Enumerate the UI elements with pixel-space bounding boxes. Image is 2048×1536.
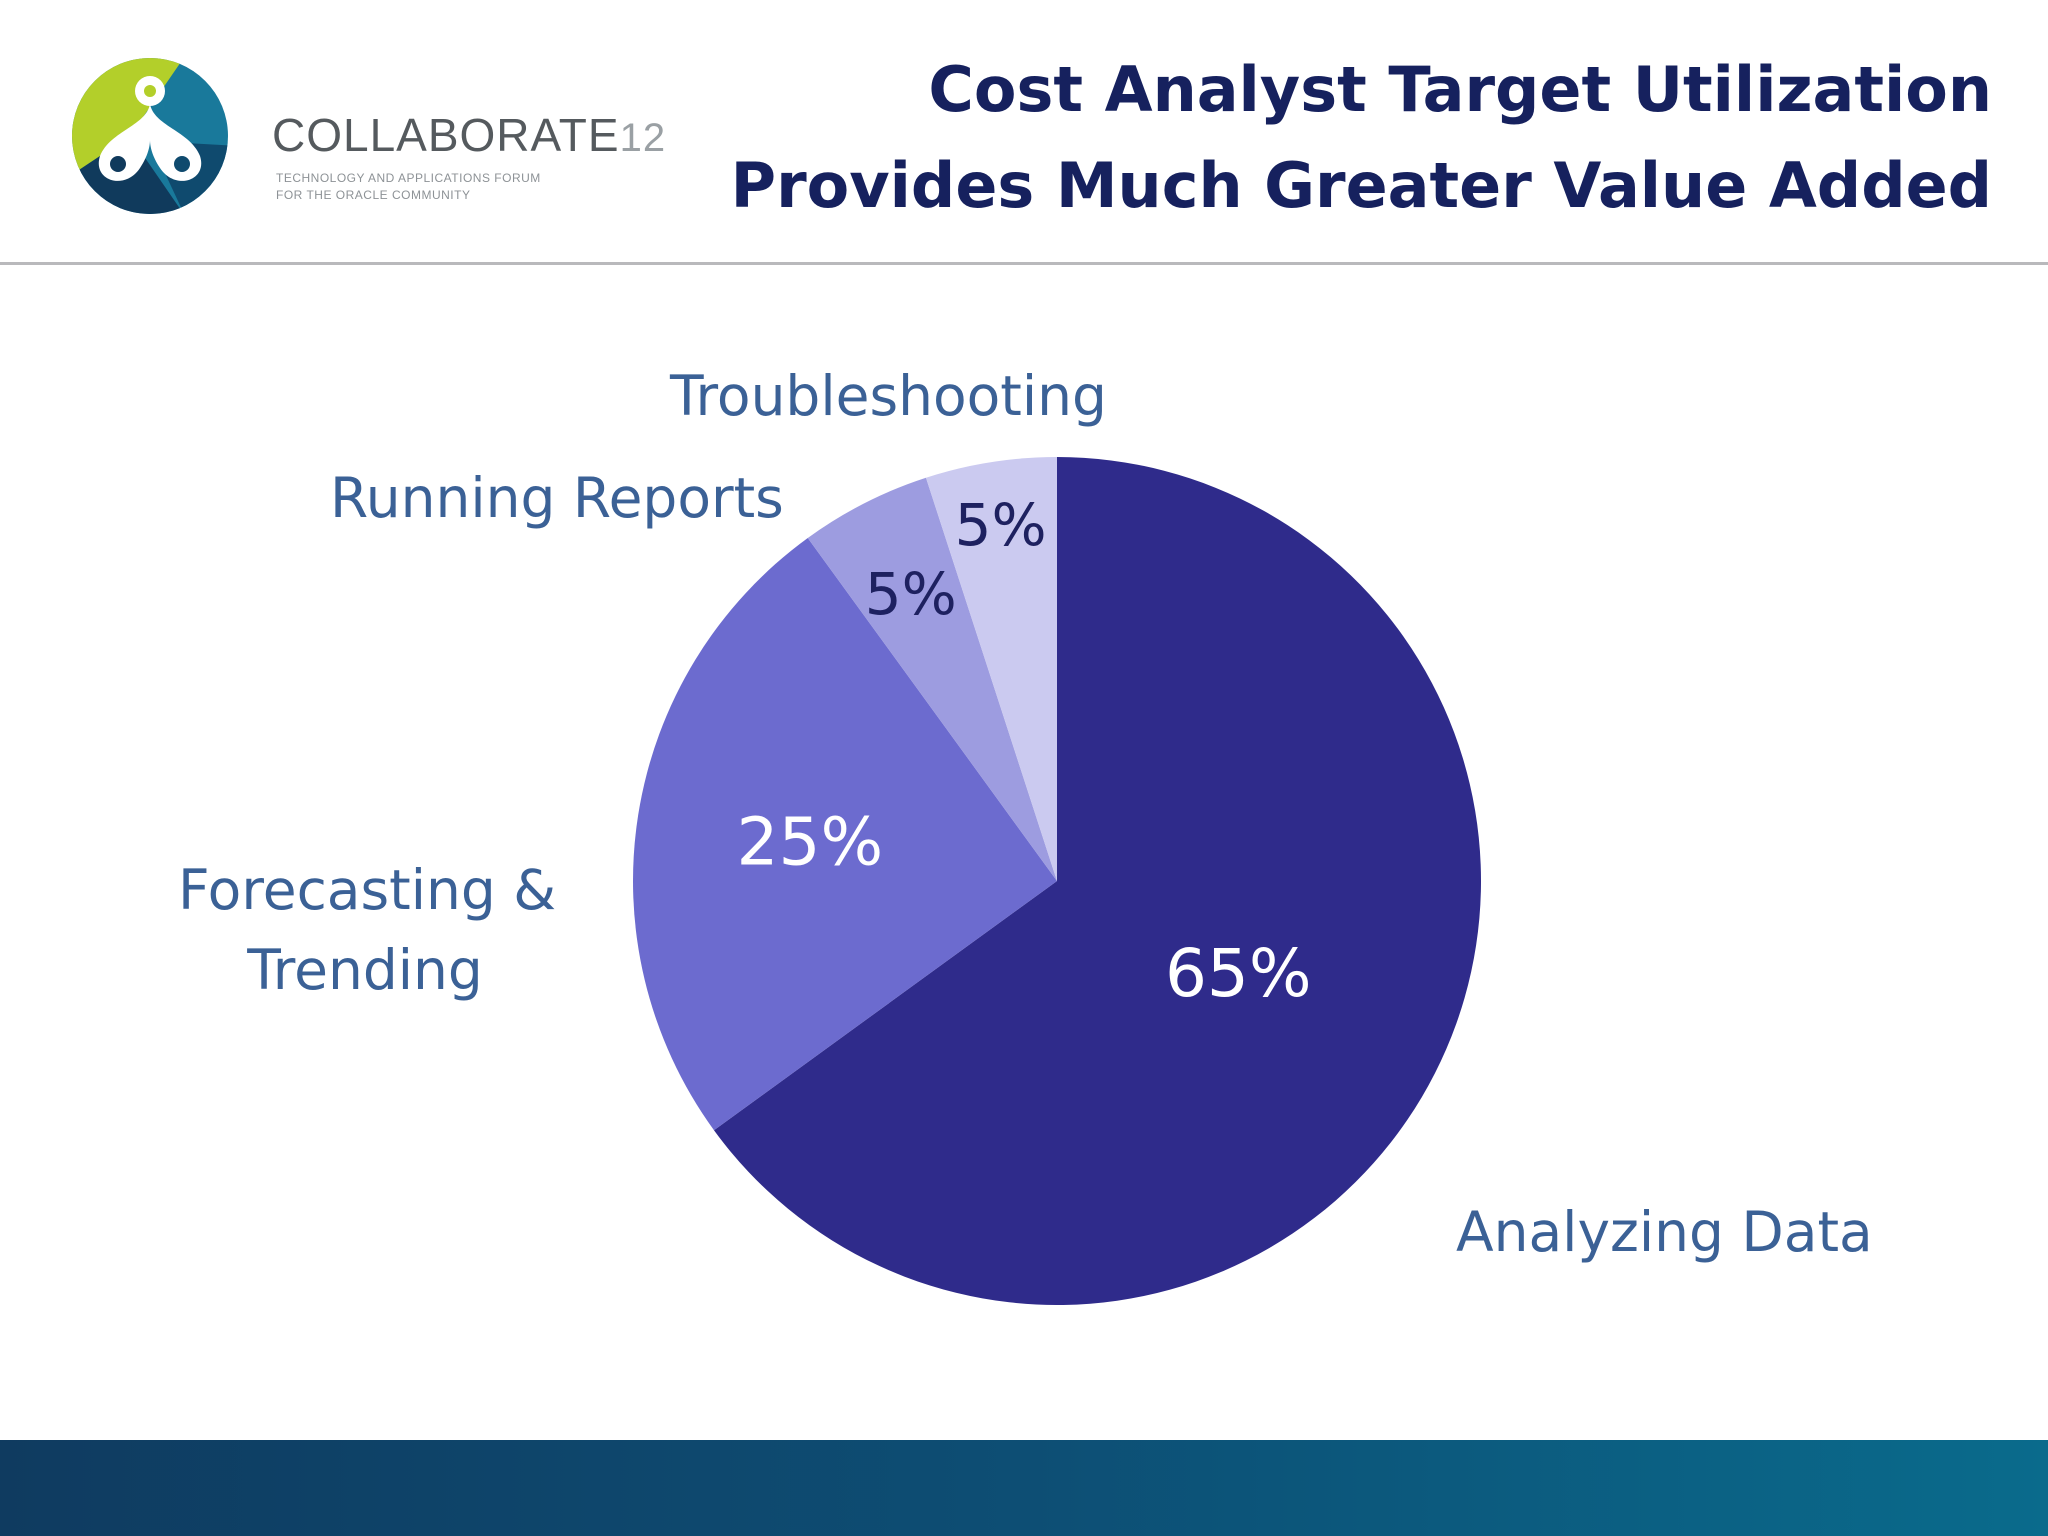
logo-tagline-line1: TECHNOLOGY AND APPLICATIONS FORUM <box>276 171 541 185</box>
logo-wordmark-number: 12 <box>619 116 667 160</box>
pie-data-label: 25% <box>737 803 884 880</box>
pie-slice-troubleshooting <box>925 457 1057 881</box>
header-divider <box>0 262 2048 265</box>
category-label-forecasting-line1: Forecasting & <box>178 858 557 922</box>
page-title-line1: Cost Analyst Target Utilization <box>928 53 1992 126</box>
page-title-line2: Provides Much Greater Value Added <box>730 149 1992 222</box>
collaborate-logo-icon <box>72 58 228 214</box>
category-label-running-reports: Running Reports <box>330 466 784 530</box>
pie-data-label: 5% <box>865 560 957 628</box>
pie-data-label: 5% <box>955 491 1047 559</box>
category-label-analyzing-data: Analyzing Data <box>1456 1200 1873 1264</box>
pie-slice-analyzing-data <box>713 457 1482 1306</box>
page-title: Cost Analyst Target Utilization Provides… <box>731 42 1992 234</box>
logo-tagline-line2: FOR THE ORACLE COMMUNITY <box>276 188 471 202</box>
footer-bar <box>0 1440 2048 1536</box>
logo-wordmark: COLLABORATE12 <box>272 108 666 162</box>
category-label-forecasting: Forecasting & Trending <box>178 850 557 1010</box>
category-label-troubleshooting: Troubleshooting <box>670 364 1107 428</box>
logo-tagline: TECHNOLOGY AND APPLICATIONS FORUM FOR TH… <box>276 170 541 204</box>
pie-slice-running-reports <box>807 477 1057 881</box>
category-label-forecasting-line2: Trending <box>247 938 483 1002</box>
logo-wordmark-text: COLLABORATE <box>272 109 620 161</box>
pie-slice-forecasting-trending <box>633 537 1057 1131</box>
pie-data-label: 65% <box>1165 935 1312 1012</box>
